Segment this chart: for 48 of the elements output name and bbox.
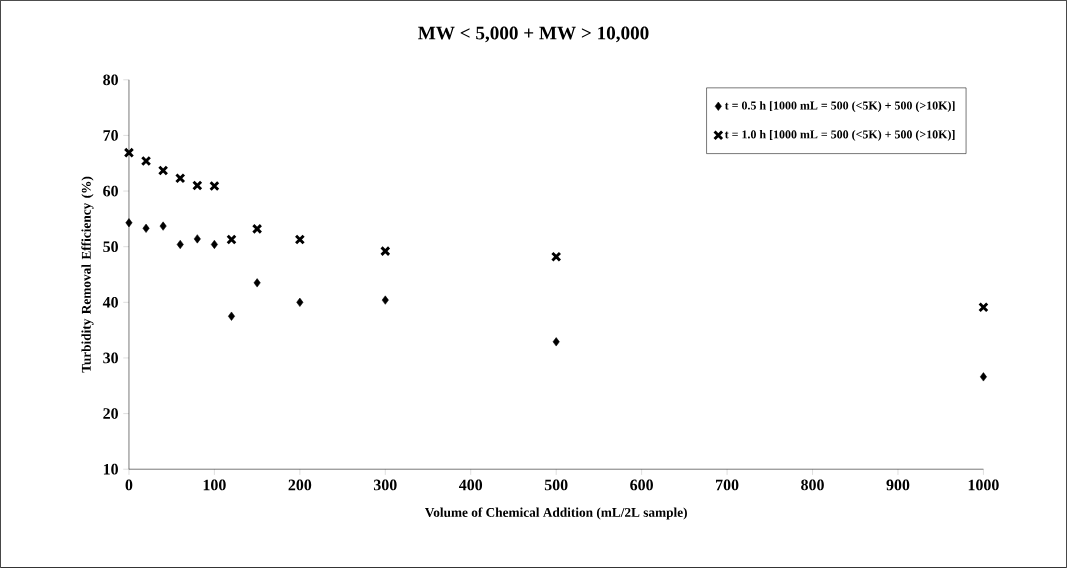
y-tick-label: 60: [103, 185, 118, 197]
point: [142, 223, 150, 233]
x-tick-label: 0: [125, 479, 133, 491]
point: [209, 180, 220, 192]
point: [294, 234, 306, 245]
y-axis-title: Turbidity Removal Efficiency (%): [81, 176, 94, 373]
x-tick-label: 700: [716, 479, 739, 491]
point: [175, 173, 186, 184]
x-tick-label: 200: [288, 479, 312, 491]
y-tick-label: 40: [102, 296, 118, 308]
y-tick-label: 30: [103, 352, 118, 364]
point: [296, 297, 304, 307]
x-tick-label: 1000: [968, 479, 999, 491]
point: [251, 223, 263, 235]
point: [381, 295, 389, 305]
point: [228, 311, 235, 321]
point: [159, 221, 167, 231]
point: [226, 234, 237, 245]
chart-title: MW < 5,000 + MW > 10,000: [418, 26, 649, 43]
point: [552, 337, 560, 347]
x-axis-title: Volume of Chemical Addition (mL/2L sample): [424, 507, 687, 520]
y-tick-label: 20: [103, 408, 118, 419]
point: [978, 302, 989, 313]
point: [210, 239, 218, 250]
point: [125, 218, 133, 228]
point: [157, 165, 169, 176]
x-tick-label: 800: [801, 479, 824, 491]
point: [550, 251, 562, 262]
x-tick-label: 100: [203, 479, 226, 491]
x-tick-label: 400: [458, 479, 483, 491]
y-tick-label: 80: [103, 74, 118, 86]
point: [193, 234, 201, 244]
y-tick-label: 70: [103, 130, 118, 141]
point: [979, 372, 987, 382]
point: [176, 239, 184, 250]
x-tick-label: 900: [886, 479, 910, 491]
point: [380, 245, 391, 257]
point: [140, 155, 152, 167]
x-tick-label: 600: [630, 479, 653, 491]
y-tick-label: 10: [103, 463, 118, 475]
legend-label: t = 0.5 h [1000 mL = 500 (<5K) + 500 (>10K)]: [724, 101, 955, 113]
x-tick-label: 300: [373, 479, 397, 491]
legend-label: t = 1.0 h [1000 mL = 500 (<5K) + 500 (>10K)]: [724, 130, 955, 141]
point: [253, 278, 261, 288]
x-tick-label: 500: [544, 479, 568, 491]
point: [123, 147, 135, 158]
y-tick-label: 50: [103, 241, 118, 253]
point: [192, 180, 203, 191]
